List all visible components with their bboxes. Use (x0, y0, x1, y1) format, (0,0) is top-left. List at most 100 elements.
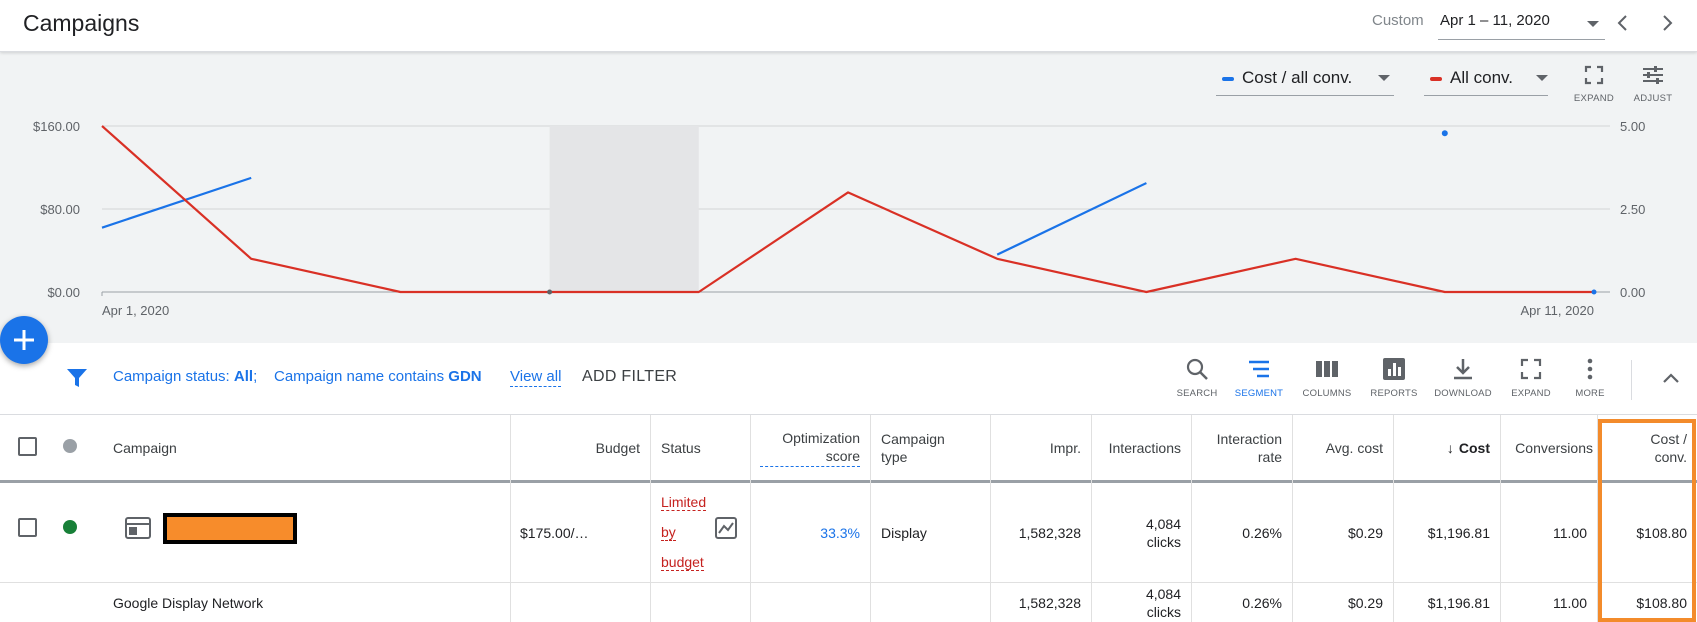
columns-icon (1316, 361, 1338, 377)
row1-type: Display (881, 525, 927, 541)
filter-toolbar: Campaign status: All; Campaign name cont… (0, 343, 1697, 415)
chevron-down-icon (1378, 75, 1390, 81)
toolbar-columns-button[interactable]: COLUMNS (1295, 357, 1359, 399)
row1-avg-cost: $0.29 (1347, 525, 1383, 541)
row1-cost-per-conv: $108.80 (1636, 525, 1687, 541)
col-avg-cost[interactable]: Avg. cost (1325, 440, 1383, 456)
row-checkbox[interactable] (18, 518, 37, 537)
col-cost-label: Cost (1458, 440, 1490, 456)
y-right-tick-label: 5.00 (1620, 119, 1645, 134)
series-1-line (101, 176, 252, 229)
display-campaign-icon (125, 517, 151, 539)
enabled-status-dot[interactable] (63, 520, 77, 534)
toolbar-more-label: MORE (1575, 388, 1605, 399)
metric-selector-1[interactable]: Cost / all conv. (1216, 64, 1394, 96)
status-filter-chip[interactable]: Campaign status: All; (113, 368, 257, 385)
col-status[interactable]: Status (661, 440, 701, 456)
campaigns-table: Campaign Budget Status Optimization scor… (0, 415, 1697, 622)
col-sep (990, 415, 991, 622)
col-campaign[interactable]: Campaign (113, 440, 177, 456)
row1-status[interactable]: Limited by budget (661, 487, 721, 577)
row2-interactions-count: 4,084 (1145, 585, 1181, 602)
segment-icon (1249, 360, 1269, 378)
toolbar-reports-button[interactable]: REPORTS (1362, 357, 1426, 399)
col-interactions[interactable]: Interactions (1108, 440, 1181, 456)
toolbar-reports-label: REPORTS (1370, 388, 1418, 399)
add-filter-button[interactable]: ADD FILTER (582, 368, 678, 385)
col-sep (1091, 415, 1092, 622)
opt-score-underline (760, 466, 860, 467)
metric-selector-2[interactable]: All conv. (1424, 64, 1548, 96)
view-all-filters-link[interactable]: View all (510, 368, 562, 387)
toolbar-segment-button[interactable]: SEGMENT (1227, 357, 1291, 399)
name-filter-label: Campaign name contains (274, 368, 445, 385)
row1-opt-score[interactable]: 33.3% (820, 525, 860, 541)
col-sep (1191, 415, 1192, 622)
col-sep (1597, 415, 1598, 622)
shaded-day-band (549, 126, 699, 292)
col-conversions[interactable]: Conversions (1515, 440, 1593, 456)
filter-icon[interactable] (66, 367, 88, 389)
bar-chart-icon (1383, 358, 1405, 380)
collapse-icon[interactable] (1660, 368, 1682, 390)
toolbar-expand-button[interactable]: EXPAND (1499, 357, 1563, 399)
chart-adjust-label: ADJUST (1633, 93, 1673, 104)
col-impressions[interactable]: Impr. (1049, 440, 1081, 456)
row1-conversions: 11.00 (1553, 525, 1587, 541)
row1-interactions-unit: clicks (1146, 534, 1181, 550)
col-opt-line2: score (825, 448, 860, 464)
status-filter-value: All (233, 368, 254, 385)
toolbar-download-label: DOWNLOAD (1434, 388, 1492, 399)
chevron-left-icon[interactable] (1612, 12, 1634, 34)
cost-per-conv-highlight (1598, 419, 1696, 622)
toolbar-columns-label: COLUMNS (1302, 388, 1352, 399)
col-type-line2: type (881, 449, 908, 465)
row1-status-line3: budget (661, 554, 704, 571)
chevron-right-icon[interactable] (1656, 12, 1678, 34)
col-cost[interactable]: ↓ Cost (1394, 415, 1500, 481)
y-right-tick-label: 2.50 (1620, 202, 1645, 217)
col-cost-per-conv[interactable]: Cost / conv. (1598, 415, 1697, 481)
date-range-picker[interactable]: Apr 1 – 11, 2020 (1438, 6, 1605, 40)
col-type-line1: Campaign (881, 431, 945, 447)
col-interaction-rate[interactable]: Interaction rate (1192, 415, 1292, 481)
filter-separator: ; (253, 368, 258, 385)
more-vert-icon (1587, 358, 1593, 380)
row2-conversions: 11.00 (1553, 594, 1587, 611)
col-ir-line2: rate (1257, 449, 1282, 465)
x-start-label: Apr 1, 2020 (102, 303, 169, 318)
date-range-type: Custom (1372, 12, 1424, 29)
row1-budget: $175.00/… (520, 525, 589, 541)
col-sep (650, 415, 651, 622)
toolbar-more-button[interactable]: MORE (1558, 357, 1622, 399)
col-optimization-score[interactable]: Optimization score (751, 415, 870, 481)
chart-adjust-button[interactable]: ADJUST (1627, 64, 1679, 104)
col-campaign-type[interactable]: Campaign type (871, 415, 990, 481)
select-all-checkbox[interactable] (18, 437, 37, 456)
redacted-campaign-name[interactable] (163, 513, 297, 544)
y-right-tick-label: 0.00 (1620, 285, 1645, 300)
col-ir-line1: Interaction (1216, 431, 1282, 447)
chart-expand-button[interactable]: EXPAND (1568, 64, 1620, 104)
col-sep (1500, 415, 1501, 622)
header-divider (0, 480, 1697, 483)
search-icon (1186, 358, 1208, 380)
col-budget[interactable]: Budget (595, 440, 640, 456)
status-chart-icon[interactable] (715, 517, 737, 539)
series-1-line (996, 182, 1147, 256)
view-all-label: View all (510, 368, 562, 387)
name-filter-chip[interactable]: Campaign name contains GDN (274, 368, 482, 385)
col-opt-line1: Optimization (782, 430, 860, 446)
col-sep (1393, 415, 1394, 622)
series-1-point (1441, 130, 1448, 137)
toolbar-download-button[interactable]: DOWNLOAD (1431, 357, 1495, 399)
row1-status-line2: by (661, 524, 676, 541)
toolbar-divider (1631, 360, 1632, 400)
toolbar-search-button[interactable]: SEARCH (1165, 357, 1229, 399)
metric1-color-swatch (1222, 77, 1234, 81)
add-campaign-button[interactable] (0, 316, 48, 364)
toolbar-expand-label: EXPAND (1511, 388, 1551, 399)
row1-interactions-count: 4,084 (1145, 516, 1181, 532)
row2-cost-per-conv: $108.80 (1636, 594, 1687, 611)
row1-status-line1: Limited (661, 494, 707, 511)
